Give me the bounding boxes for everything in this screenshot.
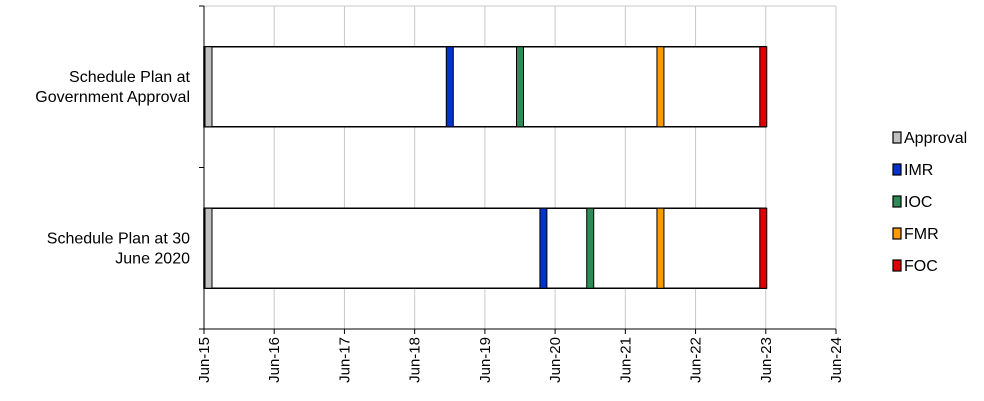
milestone-approval	[204, 46, 213, 128]
legend-label-imr: IMR	[904, 162, 933, 179]
x-tick-label: Jun-23	[758, 337, 775, 383]
milestone-imr	[445, 46, 454, 128]
legend-label-approval: Approval	[904, 130, 967, 147]
legend-label-ioc: IOC	[904, 194, 932, 211]
category-label-line: June 2020	[115, 250, 190, 267]
legend-swatch-imr	[892, 163, 902, 176]
x-tick-label: Jun-16	[266, 337, 283, 383]
legend: Approval IMR IOC FMR FOC	[892, 130, 967, 275]
category-label-line: Government Approval	[35, 89, 190, 106]
milestone-imr	[539, 207, 548, 289]
legend-swatch-fmr	[892, 227, 902, 240]
x-tick-label: Jun-18	[407, 337, 424, 383]
x-tick-label: Jun-19	[477, 337, 494, 383]
milestone-ioc	[516, 46, 524, 128]
x-tick-label: Jun-20	[547, 337, 564, 383]
x-tick-label: Jun-15	[196, 337, 213, 383]
milestone-approval	[204, 207, 213, 289]
legend-swatch-ioc	[892, 195, 902, 208]
axes	[199, 5, 837, 334]
x-tick-label: Jun-21	[617, 337, 634, 383]
category-label-line: Schedule Plan at	[69, 69, 191, 86]
schedule-bar	[203, 46, 767, 128]
category-label-line: Schedule Plan at 30	[47, 230, 190, 247]
schedule-bar	[203, 207, 767, 289]
legend-swatch-foc	[892, 259, 902, 272]
x-tick-label: Jun-24	[828, 337, 845, 383]
category-labels: Schedule Plan at Government Approval Sched…	[35, 69, 190, 268]
milestone-fmr	[656, 207, 665, 289]
legend-swatch-approval	[892, 131, 902, 144]
milestone-foc	[759, 207, 768, 289]
legend-label-foc: FOC	[904, 258, 938, 275]
bars	[203, 46, 768, 289]
milestone-foc	[759, 46, 768, 128]
legend-label-fmr: FMR	[904, 226, 939, 243]
x-tick-label: Jun-17	[336, 337, 353, 383]
milestone-fmr	[656, 46, 665, 128]
milestone-ioc	[586, 207, 595, 289]
x-tick-labels: Jun-15 Jun-16 Jun-17 Jun-18 Jun-19 Jun-20 Jun-…	[196, 337, 845, 383]
x-tick-label: Jun-22	[688, 337, 705, 383]
